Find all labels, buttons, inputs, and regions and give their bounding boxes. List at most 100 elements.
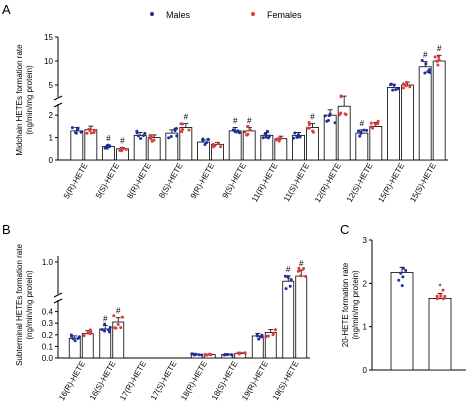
panel-a-y-tick-label: 0 — [49, 156, 54, 165]
panel-a-point-males — [325, 119, 329, 123]
panel-b-x-tick-group: 19(S)-HETE — [271, 360, 301, 402]
panel-c-point — [435, 297, 439, 301]
panel-b-bar-males — [282, 280, 295, 359]
panel-a-bar-females — [242, 130, 256, 161]
panel-a-point-males — [203, 142, 207, 146]
panel-a-point-females — [338, 113, 342, 117]
panel-b-point-females — [297, 266, 301, 270]
panel-a-significance-mark: # — [437, 44, 442, 53]
panel-a-x-tick-label: 9(R)-HETE — [189, 162, 217, 201]
panel-b-x-tick-group: 17(R)-HETE — [118, 360, 148, 403]
panel-a-point-females — [306, 126, 310, 130]
panel-a-significance-mark: # — [310, 113, 315, 122]
panel-a-point-males — [365, 128, 369, 132]
panel-a-point-females — [307, 123, 311, 127]
panel-b-point-males — [103, 329, 107, 333]
panel-a-point-males — [293, 131, 297, 135]
panel-a-label: A — [2, 2, 11, 17]
panel-a-axis-break — [53, 95, 63, 101]
panel-a-point-males — [205, 141, 209, 145]
panel-a-point-females — [437, 55, 441, 59]
panel-a-point-males — [76, 126, 80, 130]
panel-c-point — [441, 288, 445, 292]
panel-a-y-label-line2: (ng/min/mg protein) — [25, 65, 34, 135]
panel-a-point-males — [237, 131, 241, 135]
panel-b-x-tick-label: 16(S)-HETE — [88, 360, 118, 402]
panel-b-point-males — [108, 325, 112, 329]
panel-a-point-males — [394, 88, 398, 92]
panel-a-point-females — [148, 133, 152, 137]
panel-b-point-males — [103, 322, 107, 326]
panel-a-point-males — [391, 88, 395, 92]
panel-a-point-males — [74, 131, 78, 135]
panel-c-point — [441, 297, 445, 301]
panel-a-bar-males — [418, 66, 432, 161]
panel-b-x-tick-label: 17(R)-HETE — [118, 360, 148, 403]
panel-b-point-males — [288, 284, 292, 288]
panel-a-bar-males — [70, 130, 84, 161]
panel-a-point-females — [376, 119, 380, 123]
panel-b-point-females — [264, 335, 268, 339]
panel-b-x-tick-group: 18(R)-HETE — [179, 360, 209, 403]
panel-c-point — [397, 278, 401, 282]
panel-a-point-males — [139, 137, 143, 141]
panel-b-point-females — [116, 322, 120, 326]
panel-a-significance-mark: # — [106, 134, 111, 143]
panel-b-point-males — [222, 353, 226, 357]
panel-a-point-females — [93, 128, 97, 132]
panel-a-point-males — [173, 127, 177, 131]
panel-a-point-females — [243, 130, 247, 134]
panel-a-point-males — [266, 136, 270, 140]
panel-c-point — [401, 266, 405, 270]
panel-b-axis-break — [53, 292, 63, 298]
panel-c-point — [399, 271, 403, 275]
panel-a-y-tick-label: 2 — [49, 111, 54, 120]
panel-a-point-females — [245, 125, 249, 129]
panel-b-point-females — [304, 274, 308, 278]
panel-b-point-males — [71, 337, 75, 341]
panel-b-y-tick-label: 0.2 — [42, 331, 54, 340]
panel-a-point-females — [404, 84, 408, 88]
panel-b-point-females — [207, 352, 211, 356]
panel-a-point-males — [358, 134, 362, 138]
panel-b-y-tick-label: 1.0 — [42, 258, 54, 267]
panel-a-point-females — [369, 121, 373, 125]
panel-a-x-tick-label: 5(R)-HETE — [62, 162, 90, 201]
panel-a-x-tick-group: 9(S)-HETE — [221, 162, 248, 200]
panel-a-x-tick-group: 11(R)-HETE — [250, 162, 280, 204]
panel-a-point-females — [307, 120, 311, 124]
panel-a-point-males — [135, 131, 139, 135]
panel-a-x-tick-group: 15(S)-HETE — [408, 162, 438, 204]
panel-a-point-females — [405, 80, 409, 84]
panel-b-x-tick-label: 19(R)-HETE — [240, 360, 270, 403]
panel-a-axis-break — [53, 102, 63, 108]
panel-b-point-females — [121, 315, 125, 319]
panel-b-point-females — [271, 333, 275, 337]
panel-a-point-females — [89, 131, 93, 135]
panel-c-point — [400, 284, 404, 288]
panel-b-y-tick-label: 0.1 — [42, 342, 54, 351]
panel-a-point-females — [408, 85, 412, 89]
panel-c-point — [401, 275, 405, 279]
panel-b-significance-mark: # — [116, 307, 121, 316]
panel-a-point-males — [323, 114, 327, 118]
panel-b-y-tick-label: 0.3 — [42, 319, 54, 328]
panel-b-point-females — [299, 274, 303, 278]
panel-a-significance-mark: # — [360, 119, 365, 128]
panel-a-point-females — [149, 137, 153, 141]
panel-a-point-females — [179, 122, 183, 126]
panel-a-x-tick-group: 5(S)-HETE — [94, 162, 121, 200]
panel-c-y-tick-label: 3 — [363, 236, 368, 245]
panel-c-label: C — [340, 222, 349, 237]
panel-b-point-males — [289, 278, 293, 282]
panel-b-point-males — [200, 353, 204, 357]
panel-a-x-tick-group: 12(S)-HETE — [345, 162, 375, 204]
panel-b-y-tick-label: 0.4 — [42, 308, 54, 317]
panel-a-significance-mark: # — [184, 113, 189, 122]
panel-b-x-tick-group: 16(R)-HETE — [57, 360, 87, 403]
panel-b-point-males — [257, 337, 261, 341]
panel-a-bar-females — [274, 138, 288, 161]
panel-a-y-tick-label: 15 — [44, 33, 53, 42]
panel-a-y-label-line1: Midchain HETEs formation rate — [15, 44, 24, 156]
